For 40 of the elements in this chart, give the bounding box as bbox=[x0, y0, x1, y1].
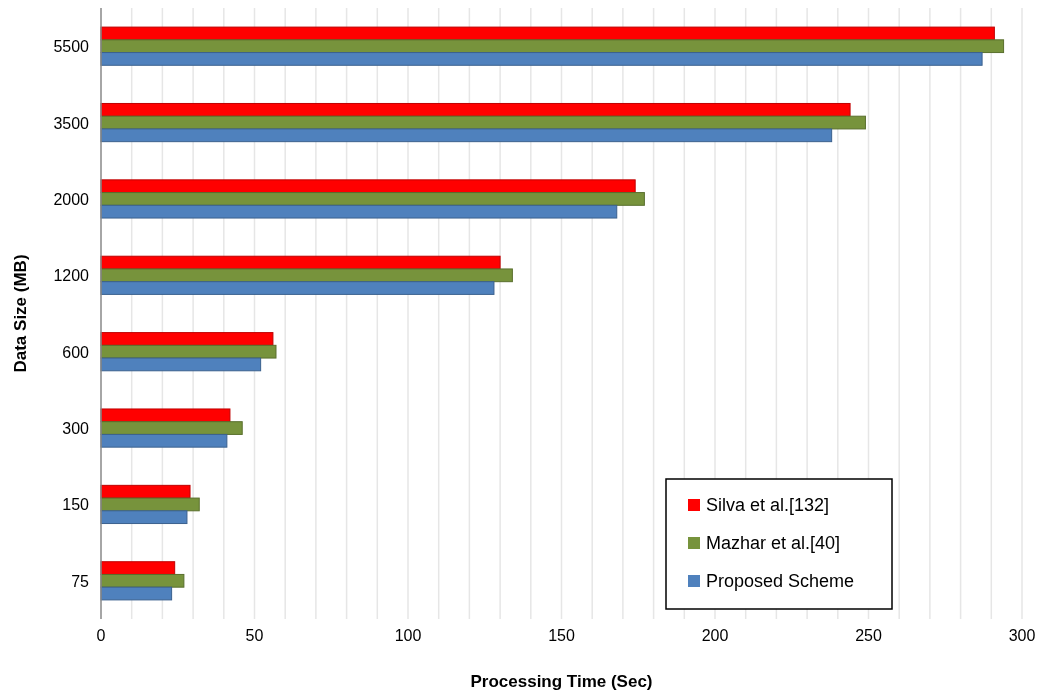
bar bbox=[100, 433, 228, 448]
bar bbox=[100, 281, 495, 295]
y-axis-title: Data Size (MB) bbox=[11, 254, 30, 373]
bar bbox=[100, 268, 513, 283]
y-tick-label: 5500 bbox=[53, 38, 90, 56]
bar bbox=[100, 179, 636, 194]
bar bbox=[100, 573, 185, 588]
bar bbox=[100, 192, 645, 206]
bar bbox=[100, 497, 200, 512]
bar bbox=[100, 52, 983, 66]
bar bbox=[100, 39, 1005, 54]
bar bbox=[100, 510, 188, 525]
y-tick-label: 75 bbox=[71, 572, 90, 590]
bar bbox=[100, 128, 833, 143]
bar bbox=[100, 421, 243, 435]
bar bbox=[100, 357, 262, 372]
y-tick-label: 600 bbox=[62, 343, 90, 361]
x-tick-label: 200 bbox=[701, 627, 729, 644]
bar bbox=[100, 102, 851, 117]
y-tick-label: 2000 bbox=[53, 190, 90, 208]
x-tick-label: 250 bbox=[855, 627, 882, 644]
x-axis-title: Processing Time (Sec) bbox=[470, 672, 653, 691]
legend-label: Proposed Scheme bbox=[706, 571, 855, 591]
x-tick-label: 300 bbox=[1008, 627, 1036, 644]
bar bbox=[100, 586, 173, 601]
bar bbox=[100, 26, 995, 41]
bar bbox=[100, 561, 176, 575]
x-tick-label: 0 bbox=[96, 627, 106, 644]
bar bbox=[100, 204, 618, 219]
x-tick-label: 150 bbox=[548, 627, 575, 644]
y-tick-label: 150 bbox=[62, 496, 90, 514]
x-tick-label: 50 bbox=[245, 627, 264, 644]
x-tick-label: 100 bbox=[394, 627, 422, 644]
legend-label: Mazhar et al.[40] bbox=[706, 533, 841, 553]
y-tick-label: 1200 bbox=[53, 267, 90, 285]
y-tick-label: 3500 bbox=[53, 114, 90, 132]
y-tick-label: 300 bbox=[62, 420, 90, 438]
bar bbox=[100, 408, 231, 423]
bar bbox=[100, 332, 274, 346]
legend-label: Silva et al.[132] bbox=[706, 495, 830, 515]
